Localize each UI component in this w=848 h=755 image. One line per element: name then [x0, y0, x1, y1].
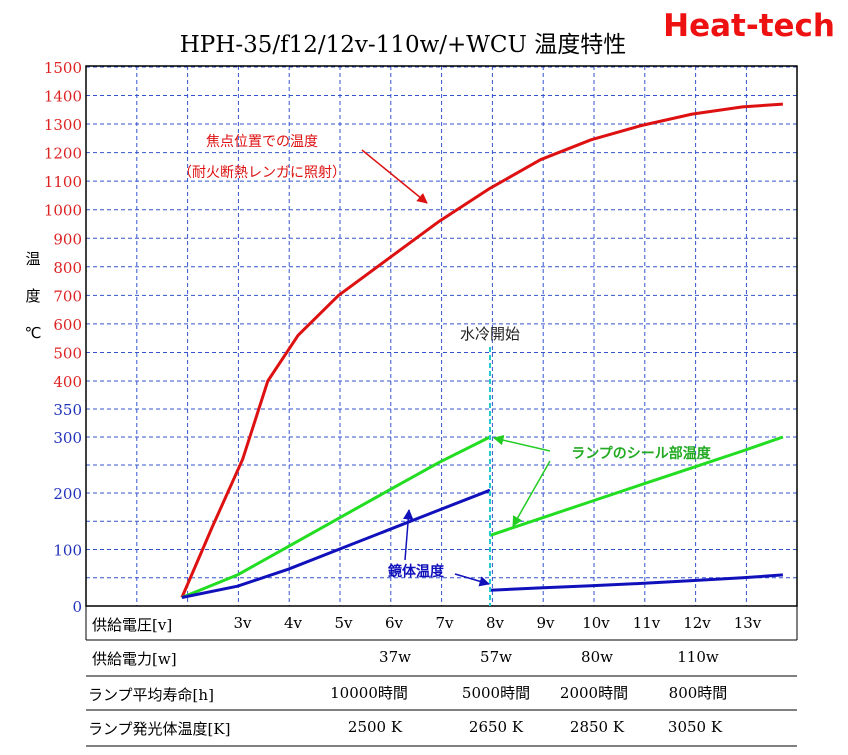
x-tick-label: 5v: [334, 614, 353, 632]
y-tick-label: 600: [53, 316, 82, 334]
focus-temp-label: 焦点位置での温度: [206, 134, 318, 150]
table-cell: 2500 K: [348, 718, 403, 736]
series-lines: [180, 102, 784, 599]
y-tick-labels: 4005006007008009001000110012001300140015…: [44, 59, 82, 616]
y-tick-label: 1000: [44, 202, 82, 220]
table-cell: 57w: [480, 648, 512, 666]
y-tick-label: 800: [53, 259, 82, 277]
x-tick-label: 12v: [683, 614, 711, 632]
y-tick-label: 100: [53, 542, 82, 560]
y-tick-label: 350: [53, 401, 82, 419]
x-tick-label: 11v: [633, 614, 661, 632]
seal-arrow-left: [492, 435, 551, 452]
y-tick-label: 1100: [44, 173, 82, 191]
x-tick-label: 8v: [486, 614, 505, 632]
y-tick-label: 400: [53, 373, 82, 391]
seal-arrow-down: [512, 460, 551, 527]
gridlines: [85, 66, 797, 607]
table-cell: 3050 K: [668, 718, 723, 736]
x-tick-label: 13v: [734, 614, 762, 632]
series-line-focus: [180, 102, 784, 599]
table-cell: 10000時間: [330, 684, 408, 702]
spec-table: 供給電圧[v] 供給電力[w] ランプ平均寿命[h] ランプ発光体温度[K] 3v 4v 5…: [85, 606, 798, 747]
table-cell: 80w: [581, 648, 613, 666]
y-tick-label: 700: [53, 287, 82, 305]
table-cell: 2000時間: [560, 684, 628, 702]
plot-frame: [85, 65, 798, 607]
y-tick-label: 900: [53, 230, 82, 248]
x-tick-label: 6v: [385, 614, 404, 632]
table-cell: 2650 K: [469, 718, 524, 736]
series-line-body: [489, 573, 784, 592]
body-temp-label: 鏡体温度: [388, 563, 445, 580]
table-cell: 2850 K: [570, 718, 625, 736]
cooling-start-label: 水冷開始: [460, 325, 520, 343]
table-row-label: ランプ平均寿命[h]: [88, 686, 214, 704]
y-tick-label: 0: [72, 598, 82, 616]
y-tick-label: 1500: [44, 59, 82, 77]
y-label-char: 温: [25, 250, 40, 268]
series-line-seal: [181, 435, 491, 599]
y-axis-label: 温度 ℃: [25, 250, 42, 342]
x-tick-label: 4v: [284, 614, 303, 632]
y-tick-label: 1200: [44, 145, 82, 163]
y-tick-label: 1300: [44, 116, 82, 134]
y-label-char: ℃: [25, 324, 42, 342]
x-tick-label: 10v: [582, 614, 610, 632]
body-arrow-up: [403, 508, 414, 561]
y-tick-label: 500: [53, 344, 82, 362]
series-line-body: [181, 488, 491, 599]
table-cell: 800時間: [669, 684, 728, 702]
x-tick-label: 7v: [435, 614, 454, 632]
y-tick-label: 300: [53, 429, 82, 447]
x-tick-label: 9v: [536, 614, 555, 632]
table-row-label: ランプ発光体温度[K]: [88, 720, 230, 738]
y-tick-label: 200: [53, 485, 82, 503]
chart-title: HPH-35/f12/12v-110w/+WCU 温度特性: [180, 32, 626, 58]
table-cell: 37w: [379, 648, 411, 666]
body-arrow-right: [454, 573, 491, 587]
seal-temp-label: ランプのシール部温度: [571, 445, 712, 462]
y-label-char: 度: [25, 287, 40, 305]
series-line-seal: [489, 435, 784, 537]
y-tick-label: 1400: [44, 88, 82, 106]
water-cooling-marker: 水冷開始: [460, 325, 520, 606]
table-cell: 5000時間: [462, 684, 530, 702]
focus-arrow: [361, 149, 428, 204]
table-row-label: 供給電力[w]: [92, 650, 177, 668]
brand-logo: Heat-tech: [663, 8, 835, 44]
table-cell: 110w: [677, 648, 719, 666]
table-row-label: 供給電圧[v]: [92, 616, 172, 634]
x-tick-label: 3v: [233, 614, 252, 632]
focus-temp-sublabel: （耐火断熱レンガに照射）: [178, 165, 346, 181]
